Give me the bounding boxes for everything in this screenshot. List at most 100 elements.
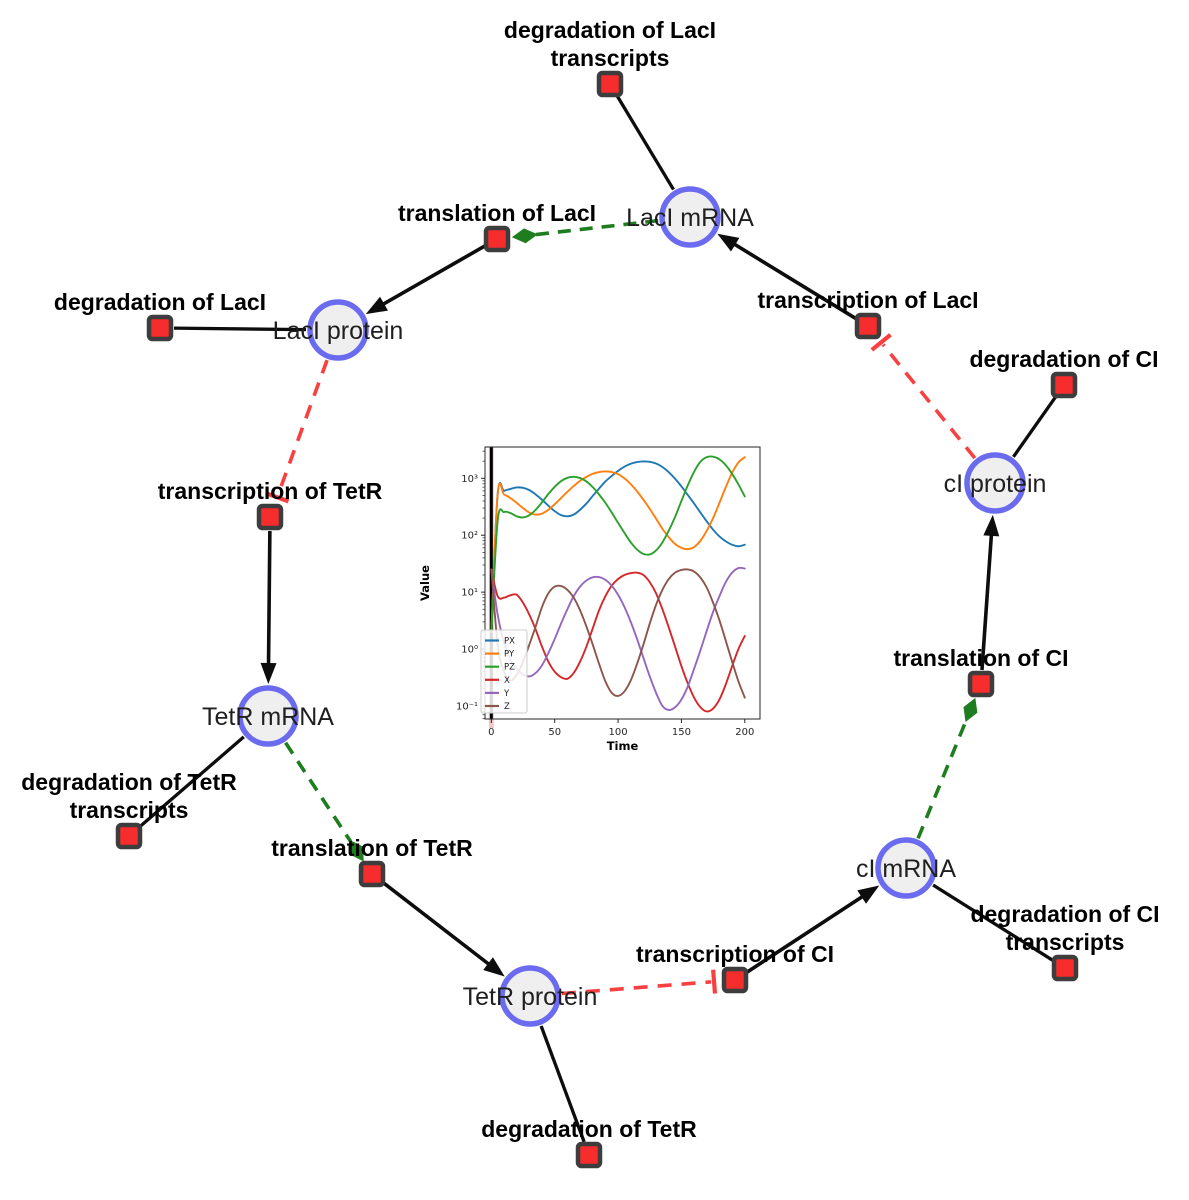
reaction-node-degradation-of-laci[interactable] xyxy=(146,314,174,342)
reaction-label-transcription-of-laci: transcription of LacI xyxy=(757,287,978,313)
inhibition-bar-icon xyxy=(265,491,290,504)
species-node-laci-protein[interactable] xyxy=(307,299,369,361)
reaction-label-degradation-of-tetr-transcripts: degradation of TetR xyxy=(21,769,237,795)
reaction-label-translation-of-tetr: translation of TetR xyxy=(271,835,473,861)
reaction-label-degradation-of-ci-transcripts: degradation of CI xyxy=(970,901,1159,927)
x-tick-label: 50 xyxy=(548,727,561,738)
x-tick-label: 200 xyxy=(735,727,754,738)
edge-inhibition-tetr-protein--transcription-of-ci xyxy=(561,969,718,996)
species-node-laci-mrna[interactable] xyxy=(659,186,721,248)
modifier-diamond-icon xyxy=(349,839,364,862)
simulation-plot: 0 50 100 150 200 10⁻¹ 10⁰ 10¹ 10² 10³ Time Value PX P… xyxy=(418,446,761,753)
simulation-plot-inset: 0 50 100 150 200 10⁻¹ 10⁰ 10¹ 10² 10³ Time Value PX P… xyxy=(418,436,778,768)
x-tick-label: 0 xyxy=(488,727,494,738)
edges-layer xyxy=(138,95,1058,1143)
edge-consumption-ci-mrna--degradation-of-ci-transcripts xyxy=(932,883,1055,962)
species-label-tetr-protein: TetR protein xyxy=(463,983,598,1011)
reaction-node-transcription-of-ci[interactable] xyxy=(721,966,749,994)
series-Z xyxy=(490,568,746,699)
series-layer xyxy=(490,455,746,713)
edge-production-translation-of-laci--laci-protein xyxy=(365,244,486,315)
series-PZ xyxy=(490,455,746,633)
inhibition-bar-icon xyxy=(711,969,718,994)
reaction-label-degradation-of-laci-transcripts: degradation of LacI xyxy=(504,17,716,43)
reaction-node-transcription-of-tetr[interactable] xyxy=(256,503,284,531)
legend-label-Z: Z xyxy=(504,702,510,712)
species-label-ci-mrna: cI mRNA xyxy=(856,855,956,883)
edge-consumption-laci-mrna--degradation-of-laci-transcripts xyxy=(615,95,675,191)
edge-inhibition-ci-protein--transcription-of-laci xyxy=(870,333,977,460)
arrowhead-icon xyxy=(365,296,388,315)
reaction-label-degradation-of-tetr: degradation of TetR xyxy=(481,1116,697,1142)
reaction-label-degradation-of-ci-transcripts: transcripts xyxy=(1006,929,1125,955)
modifier-diamond-icon xyxy=(511,228,538,244)
reaction-label-degradation-of-laci-transcripts: transcripts xyxy=(551,45,670,71)
arrowhead-icon xyxy=(260,662,277,685)
arrowhead-icon xyxy=(483,957,505,977)
series-Y xyxy=(490,566,746,711)
edge-production-translation-of-ci--ci-protein xyxy=(980,514,1000,671)
reaction-node-degradation-of-laci-transcripts[interactable] xyxy=(596,70,624,98)
edge-consumption-laci-protein--degradation-of-laci xyxy=(173,326,307,332)
legend-label-X: X xyxy=(504,676,510,686)
legend-label-PY: PY xyxy=(504,650,515,660)
reaction-node-degradation-of-tetr-transcripts[interactable] xyxy=(115,822,143,850)
reaction-node-translation-of-tetr[interactable] xyxy=(358,860,386,888)
reaction-label-translation-of-ci: translation of CI xyxy=(893,645,1068,671)
reaction-label-degradation-of-tetr-transcripts: transcripts xyxy=(70,797,189,823)
reaction-node-degradation-of-tetr[interactable] xyxy=(575,1141,603,1169)
species-label-ci-protein: cI protein xyxy=(944,470,1047,498)
series-PY xyxy=(490,456,746,633)
edge-modifier-laci-mrna--translation-of-laci xyxy=(511,218,659,244)
edge-modifier-ci-mrna--translation-of-ci xyxy=(916,697,978,840)
x-tick-label: 100 xyxy=(609,727,628,738)
plot-frame xyxy=(484,446,761,720)
y-tick-label: 10⁻¹ xyxy=(456,701,478,712)
y-tick-label: 10² xyxy=(461,531,478,542)
species-label-tetr-mrna: TetR mRNA xyxy=(202,703,334,731)
series-X xyxy=(490,568,746,713)
species-node-ci-protein[interactable] xyxy=(964,452,1026,514)
species-label-laci-mrna: LacI mRNA xyxy=(626,204,754,232)
nodes-layer xyxy=(115,70,1079,1169)
species-label-laci-protein: LacI protein xyxy=(273,317,404,345)
species-node-tetr-mrna[interactable] xyxy=(237,685,299,747)
reaction-label-transcription-of-tetr: transcription of TetR xyxy=(158,478,383,504)
reaction-node-transcription-of-laci[interactable] xyxy=(854,312,882,340)
reaction-node-translation-of-laci[interactable] xyxy=(483,225,511,253)
y-axis-label: Value xyxy=(418,565,432,601)
reaction-node-degradation-of-ci-transcripts[interactable] xyxy=(1051,954,1079,982)
reaction-label-degradation-of-ci: degradation of CI xyxy=(969,346,1158,372)
legend-label-PX: PX xyxy=(504,637,515,647)
y-tick-label: 10¹ xyxy=(461,588,478,599)
edge-production-transcription-of-laci--laci-mrna xyxy=(717,233,858,321)
species-node-tetr-protein[interactable] xyxy=(499,965,561,1027)
edge-production-transcription-of-tetr--tetr-mrna xyxy=(260,530,277,685)
edge-modifier-tetr-mrna--translation-of-tetr xyxy=(284,741,364,862)
edge-inhibition-laci-protein--transcription-of-tetr xyxy=(265,359,329,504)
arrowhead-icon xyxy=(983,514,1000,537)
series-PX xyxy=(490,460,746,633)
edge-consumption-ci-protein--degradation-of-ci xyxy=(1012,395,1058,458)
edge-consumption-tetr-mrna--degradation-of-tetr-transcripts xyxy=(138,735,245,829)
reaction-node-translation-of-ci[interactable] xyxy=(967,670,995,698)
x-axis-label: Time xyxy=(607,739,639,753)
reaction-label-degradation-of-laci: degradation of LacI xyxy=(54,289,266,315)
y-tick-label: 10⁰ xyxy=(461,645,478,656)
inhibition-bar-icon xyxy=(870,333,892,352)
modifier-diamond-icon xyxy=(963,697,978,722)
labels-layer: LacI mRNA LacI protein cI protein TetR mRNA… xyxy=(21,17,1159,1142)
reaction-label-translation-of-laci: translation of LacI xyxy=(398,200,596,226)
species-node-ci-mrna[interactable] xyxy=(875,837,937,899)
edge-production-translation-of-tetr--tetr-protein xyxy=(381,881,505,977)
tick-labels: 0 50 100 150 200 10⁻¹ 10⁰ 10¹ 10² 10³ xyxy=(456,474,754,738)
y-tick-label: 10³ xyxy=(461,474,478,485)
legend: PX PY PZ XYZ xyxy=(480,629,528,714)
x-tick-label: 150 xyxy=(672,727,691,738)
arrowhead-icon xyxy=(857,885,880,904)
reaction-node-degradation-of-ci[interactable] xyxy=(1050,371,1078,399)
edge-production-transcription-of-ci--ci-mrna xyxy=(745,885,880,974)
edge-consumption-tetr-protein--degradation-of-tetr xyxy=(539,1025,586,1143)
